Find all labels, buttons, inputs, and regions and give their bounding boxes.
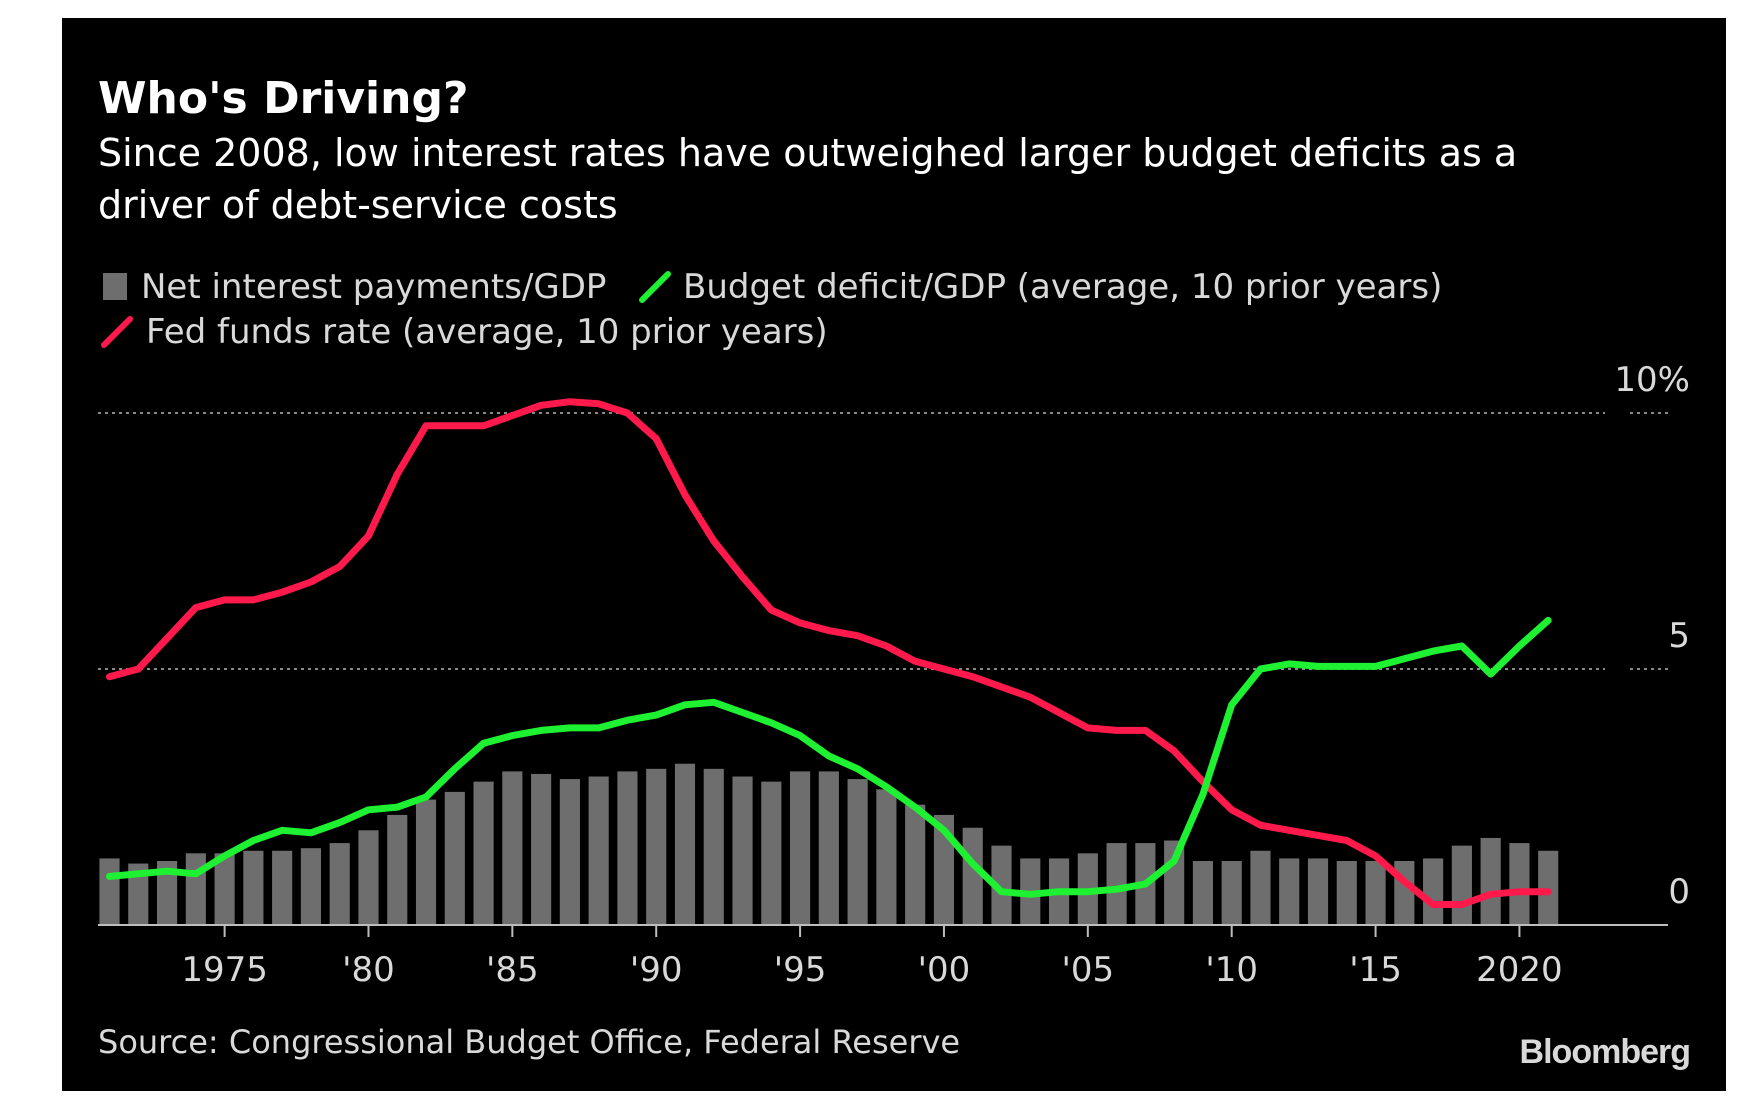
bar xyxy=(962,827,983,925)
bar xyxy=(1509,843,1530,925)
y-tick-label: 0 xyxy=(1668,872,1690,912)
bloomberg-logo: Bloomberg xyxy=(1520,1033,1690,1071)
bar xyxy=(905,804,926,925)
bar xyxy=(674,763,696,925)
legend-budget-swatch xyxy=(639,271,671,303)
bar xyxy=(531,773,552,925)
legend: Net interest payments/GDP Budget deficit… xyxy=(101,267,1442,352)
bar xyxy=(991,845,1012,925)
gridlines xyxy=(98,412,1668,670)
bar xyxy=(790,771,811,925)
bar xyxy=(415,799,437,925)
bar xyxy=(185,853,206,925)
bar xyxy=(1307,858,1329,925)
budget-deficit-line xyxy=(106,616,1552,898)
legend-budget-label: Budget deficit/GDP (average, 10 prior ye… xyxy=(683,267,1442,307)
bar xyxy=(732,776,753,925)
axes: 10% 5 0 1975 '80 '85 '90 '95 '00 '05 '10 '15 2020 xyxy=(98,360,1690,990)
bar xyxy=(876,789,897,925)
bar xyxy=(444,791,465,925)
bar xyxy=(1451,845,1472,925)
bar xyxy=(761,781,782,925)
x-tick-label: '80 xyxy=(342,950,395,990)
source-note: Source: Congressional Budget Office, Fed… xyxy=(98,1023,960,1061)
legend-bars-label: Net interest payments/GDP xyxy=(141,267,606,307)
bar xyxy=(1279,858,1300,925)
bar xyxy=(1106,843,1127,925)
x-tick-label: '00 xyxy=(918,950,971,990)
bar xyxy=(1336,861,1357,925)
bar xyxy=(646,768,667,925)
chart-subtitle-line-2: driver of debt-service costs xyxy=(98,183,618,227)
bars xyxy=(99,763,1559,925)
y-tick-label: 5 xyxy=(1668,616,1690,656)
bar xyxy=(473,781,494,925)
chart-subtitle-line-1: Since 2008, low interest rates have outw… xyxy=(98,131,1517,175)
bar xyxy=(99,858,120,925)
x-tick-label: '05 xyxy=(1062,950,1115,990)
legend-fed-label: Fed funds rate (average, 10 prior years) xyxy=(146,312,828,352)
series-lines xyxy=(106,398,1552,908)
bar xyxy=(617,771,638,925)
bar xyxy=(387,814,408,925)
bar xyxy=(243,850,264,925)
bar xyxy=(1221,861,1242,925)
bar xyxy=(559,779,580,925)
chart-title: Who's Driving? xyxy=(98,73,468,124)
x-tick-label: 2020 xyxy=(1476,950,1563,990)
y-tick-label: 10% xyxy=(1614,360,1690,400)
bar xyxy=(933,814,955,925)
x-tick-label: '15 xyxy=(1349,950,1402,990)
bar xyxy=(156,861,178,925)
bar xyxy=(358,830,379,925)
bar xyxy=(1365,861,1386,925)
bar xyxy=(588,776,609,925)
bar xyxy=(128,863,149,925)
x-tick-label: 1975 xyxy=(181,950,268,990)
bar xyxy=(703,768,724,925)
bar xyxy=(1250,850,1271,925)
bar xyxy=(847,779,868,925)
bar xyxy=(818,771,839,925)
x-tick-label: '90 xyxy=(630,950,683,990)
bar xyxy=(329,843,350,925)
bar xyxy=(214,853,235,925)
bar xyxy=(502,771,523,925)
x-tick-label: '10 xyxy=(1205,950,1258,990)
bar xyxy=(1480,837,1501,925)
legend-fed-swatch xyxy=(101,316,133,348)
x-tick-label: '95 xyxy=(774,950,827,990)
x-tick-label: '85 xyxy=(486,950,539,990)
fed-funds-line xyxy=(106,398,1552,908)
bar xyxy=(1423,858,1444,925)
bar xyxy=(272,850,293,925)
legend-bar-swatch xyxy=(103,273,127,300)
bar xyxy=(300,848,321,925)
bar xyxy=(1538,850,1559,925)
bar xyxy=(1192,861,1213,925)
